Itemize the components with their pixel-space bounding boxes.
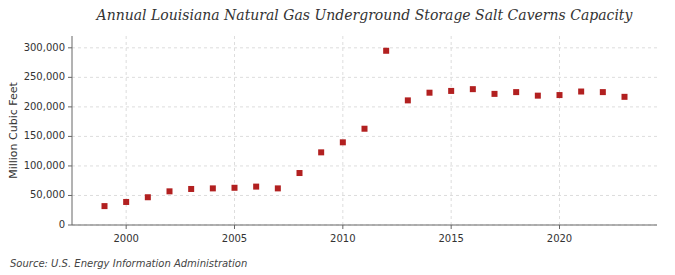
x-grid-line [451, 36, 452, 225]
point [535, 93, 541, 99]
point [297, 170, 303, 176]
point [513, 89, 519, 95]
point [123, 199, 129, 205]
y-grid-line [72, 77, 657, 78]
point [362, 126, 368, 132]
y-tick [68, 165, 72, 166]
point [232, 185, 238, 191]
x-tick [559, 225, 560, 229]
page: {"chart_data": { "type": "scatter", "tit… [0, 0, 675, 275]
y-tick [68, 47, 72, 48]
y-grid-line [72, 195, 657, 196]
y-tick [68, 77, 72, 78]
point [622, 94, 628, 100]
x-grid-line [126, 36, 127, 225]
y-tick [68, 106, 72, 107]
x-tick-label: 2005 [222, 233, 247, 244]
y-tick-label: 250,000 [24, 71, 65, 82]
y-grid-line [72, 47, 657, 48]
title: Annual Louisiana Natural Gas Underground… [95, 7, 634, 23]
y-tick-label: 150,000 [24, 130, 65, 141]
y-grid-line [72, 225, 657, 226]
y-tick [68, 195, 72, 196]
point [210, 185, 216, 191]
point [427, 90, 433, 96]
chart: 0 50,000 100,000 150,000 200,000 250,000 300,0… [0, 0, 675, 275]
x-tick [342, 225, 343, 229]
y-axis-line [72, 36, 73, 225]
point [470, 86, 476, 92]
source-annotation: Source: U.S. Energy Information Administ… [10, 258, 247, 269]
point [188, 186, 194, 192]
x-grid-line [234, 36, 235, 225]
point [557, 92, 563, 98]
labels: 0 50,000 100,000 150,000 200,000 250,000 300,0… [7, 7, 633, 269]
y-grid-line [72, 165, 657, 166]
x-tick [451, 225, 452, 229]
x-tick-label: 2000 [113, 233, 138, 244]
point [167, 188, 173, 194]
point [102, 203, 108, 209]
y-grid-line [72, 106, 657, 107]
point [492, 91, 498, 97]
x-axis-line [72, 225, 657, 226]
point [578, 89, 584, 95]
points [102, 48, 628, 209]
point [600, 89, 606, 95]
grid [72, 36, 657, 225]
y-grid-line [72, 136, 657, 137]
y-tick-label: 300,000 [24, 42, 65, 53]
point [275, 185, 281, 191]
axes [68, 36, 657, 229]
x-tick-label: 2015 [438, 233, 463, 244]
x-tick [126, 225, 127, 229]
x-grid-line [559, 36, 560, 225]
point [145, 194, 151, 200]
point [340, 139, 346, 145]
y-tick-label: 100,000 [24, 160, 65, 171]
point [405, 97, 411, 103]
point [253, 184, 259, 190]
y-tick [68, 136, 72, 137]
x-tick [234, 225, 235, 229]
point [448, 88, 454, 94]
x-grid-line [342, 36, 343, 225]
y-tick-label: 200,000 [24, 101, 65, 112]
point [318, 149, 324, 155]
point [383, 48, 389, 54]
x-tick-label: 2020 [547, 233, 572, 244]
x-tick-label: 2010 [330, 233, 355, 244]
y-tick [68, 225, 72, 226]
y-tick-label: 0 [59, 219, 65, 230]
y-tick-label: 50,000 [30, 189, 65, 200]
y-axis-label: Million Cubic Feet [7, 81, 20, 178]
